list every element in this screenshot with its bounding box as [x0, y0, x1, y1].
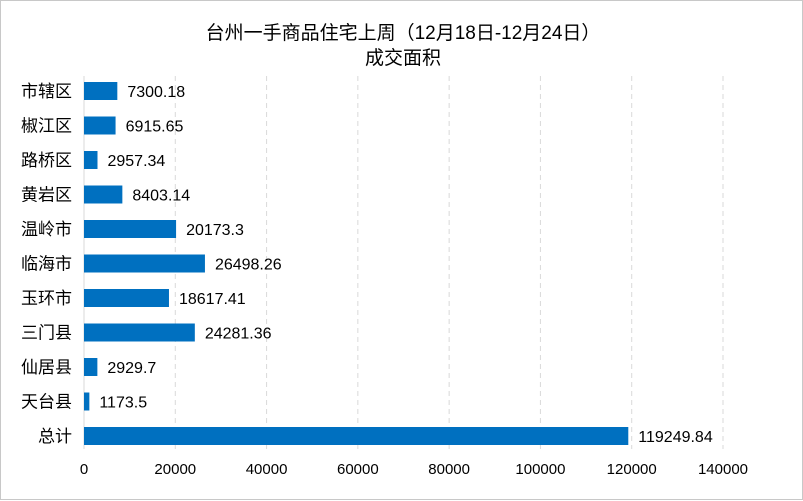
gridlines — [83, 76, 724, 449]
category-label: 市辖区 — [21, 82, 72, 101]
x-tick-label: 60000 — [337, 461, 379, 478]
value-label: 26498.26 — [215, 257, 282, 274]
bar — [84, 116, 116, 135]
category-label: 黄岩区 — [21, 186, 72, 205]
value-label: 8403.14 — [132, 188, 190, 205]
x-tick-label: 0 — [80, 461, 88, 478]
x-tick-label: 120000 — [607, 461, 657, 478]
value-label: 119249.84 — [638, 429, 713, 446]
x-tick-label: 100000 — [515, 461, 565, 478]
x-tick-labels: 0 20000 40000 60000 80000 100000 120000 140000 — [80, 461, 748, 478]
bar — [84, 151, 98, 169]
category-label: 仙居县 — [21, 358, 72, 377]
bar — [84, 392, 90, 411]
bar — [84, 185, 123, 204]
category-label: 温岭市 — [21, 220, 72, 239]
bar — [84, 220, 177, 238]
chart-title-line2: 成交面积 — [365, 47, 441, 69]
category-label: 椒江区 — [21, 117, 72, 136]
x-tick-label: 80000 — [428, 461, 470, 478]
x-tick-label: 140000 — [698, 461, 748, 478]
value-label: 2957.34 — [107, 153, 165, 170]
category-label: 玉环市 — [21, 289, 72, 308]
category-label: 总计 — [38, 427, 72, 446]
value-label: 1173.5 — [99, 395, 147, 412]
bars — [84, 82, 629, 445]
category-label: 三门县 — [21, 324, 72, 343]
x-tick-label: 40000 — [246, 461, 288, 478]
value-label: 6915.65 — [126, 119, 184, 136]
bar — [84, 289, 169, 307]
bar — [84, 427, 629, 445]
bar — [84, 358, 98, 376]
value-label: 20173.3 — [186, 222, 244, 239]
value-label: 24281.36 — [205, 326, 272, 343]
category-label: 路桥区 — [21, 151, 72, 170]
value-label: 18617.41 — [179, 291, 246, 308]
bar — [84, 254, 205, 273]
value-label: 2929.7 — [107, 360, 156, 377]
category-label: 临海市 — [21, 255, 72, 274]
value-labels: 7300.18 6915.65 2957.34 8403.14 20173.3 26498… — [99, 84, 712, 446]
x-tick-label: 20000 — [154, 461, 196, 478]
category-label: 天台县 — [21, 393, 72, 412]
chart-title-line1: 台州一手商品住宅上周（12月18日-12月24日） — [206, 22, 601, 44]
bar — [84, 82, 118, 100]
bar — [84, 323, 195, 342]
value-label: 7300.18 — [127, 84, 185, 101]
